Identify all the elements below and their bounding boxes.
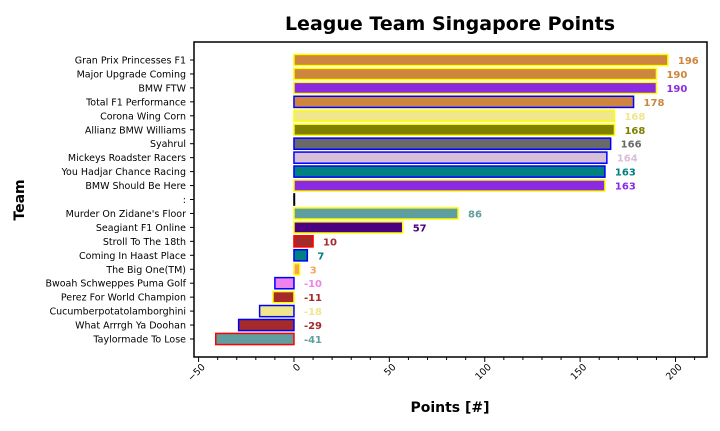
bar: [293, 221, 404, 234]
data-label: 168: [624, 126, 645, 137]
bar: [293, 81, 658, 95]
y-tick-label: Seagiant F1 Online: [96, 223, 186, 234]
x-tick-label: 100: [473, 362, 494, 383]
data-label: 190: [666, 70, 687, 81]
y-tick-label: Total F1 Performance: [85, 97, 186, 108]
y-tick-label: :: [183, 195, 186, 206]
x-tick-label: 50: [382, 362, 398, 378]
y-tick-label: Cucumberpotatolamborghini: [49, 307, 186, 318]
bar: [293, 109, 616, 123]
y-tick-label: Corona Wing Corn: [100, 111, 186, 122]
y-tick-label: Gran Prix Princesses F1: [75, 56, 186, 67]
y-tick-label: You Hadjar Chance Racing: [61, 167, 187, 178]
data-label: -29: [304, 321, 322, 332]
bar: [293, 207, 459, 220]
x-tick-label: 150: [569, 362, 590, 383]
y-tick-label: BMW Should Be Here: [85, 181, 186, 192]
data-label: 168: [624, 112, 645, 123]
data-label: -10: [304, 279, 322, 290]
bar: [293, 67, 658, 81]
bar: [293, 137, 612, 151]
data-label: 166: [621, 140, 642, 151]
data-label: 164: [617, 154, 638, 165]
x-tick-label: −50: [186, 362, 208, 384]
y-tick-label: Taylormade To Lose: [92, 335, 186, 346]
data-label: -18: [304, 307, 322, 318]
y-tick-label: Coming In Haast Place: [79, 251, 186, 262]
data-label: -11: [304, 293, 322, 304]
bar: [237, 318, 295, 332]
bar: [293, 235, 314, 248]
data-label: 3: [310, 265, 317, 276]
bar: [293, 95, 635, 109]
y-tick-label: Perez For World Champion: [61, 293, 186, 304]
y-tick-label: Stroll To The 18th: [103, 237, 186, 248]
data-label: 86: [468, 209, 482, 220]
bar: [293, 151, 608, 164]
data-label: 163: [615, 182, 636, 193]
data-label: 7: [317, 251, 324, 262]
bar: [272, 290, 295, 304]
bar: [293, 262, 301, 276]
data-label: 57: [413, 223, 427, 234]
data-label: -41: [304, 335, 322, 346]
bar: [293, 53, 669, 67]
y-tick-label: Syahrul: [150, 139, 186, 150]
bar: [293, 248, 309, 262]
plot-frame: [193, 41, 708, 358]
data-label: 196: [678, 56, 699, 67]
y-tick-label: What Arrrgh Ya Doohan: [75, 321, 186, 332]
x-axis-label: Points [#]: [410, 400, 489, 416]
data-label: 178: [644, 98, 665, 109]
x-tick-label: 0: [291, 362, 303, 374]
bar: [258, 304, 295, 318]
y-axis-label: Team: [12, 179, 28, 220]
x-tick-label: 200: [664, 362, 685, 383]
bar: [293, 165, 606, 178]
data-label: 10: [323, 237, 337, 248]
y-tick-label: Major Upgrade Coming: [77, 69, 186, 80]
bar: [293, 123, 616, 137]
y-tick-label: Mickeys Roadster Racers: [68, 153, 186, 164]
bar: [293, 193, 296, 206]
y-tick-label: Allianz BMW Williams: [85, 125, 186, 136]
y-tick-label: Bwoah Schweppes Puma Golf: [45, 279, 186, 290]
bar: [293, 179, 606, 192]
y-tick-label: BMW FTW: [138, 83, 186, 94]
data-label: 190: [666, 84, 687, 95]
chart-title: League Team Singapore Points: [285, 13, 615, 35]
bar: [274, 276, 295, 290]
bar: [214, 332, 295, 346]
y-tick-label: The Big One(TM): [105, 265, 186, 276]
data-label: 163: [615, 168, 636, 179]
y-tick-label: Murder On Zidane's Floor: [66, 209, 186, 220]
